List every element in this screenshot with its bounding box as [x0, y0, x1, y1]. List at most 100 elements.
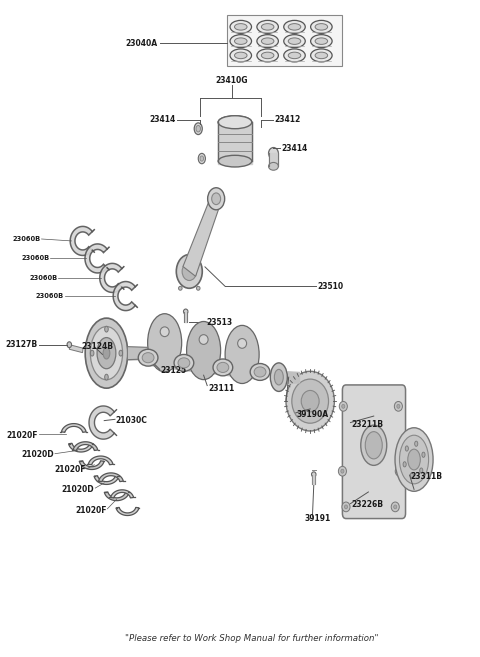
Bar	[69, 345, 83, 353]
Ellipse shape	[395, 428, 433, 491]
Ellipse shape	[270, 363, 288, 392]
Text: 23414: 23414	[281, 144, 307, 152]
Ellipse shape	[179, 286, 182, 290]
Ellipse shape	[268, 162, 278, 170]
Polygon shape	[105, 492, 129, 501]
Polygon shape	[73, 442, 98, 451]
Ellipse shape	[420, 468, 423, 473]
Ellipse shape	[119, 350, 122, 356]
Text: 21020F: 21020F	[6, 431, 38, 440]
Ellipse shape	[342, 502, 350, 512]
Text: 21020D: 21020D	[62, 485, 95, 494]
Text: 23060B: 23060B	[29, 275, 57, 281]
Ellipse shape	[105, 374, 108, 380]
Ellipse shape	[208, 188, 225, 210]
Text: 23510: 23510	[317, 282, 343, 291]
Ellipse shape	[284, 49, 305, 62]
Text: 23211B: 23211B	[351, 420, 384, 429]
Polygon shape	[116, 507, 139, 516]
Ellipse shape	[361, 425, 387, 465]
Ellipse shape	[301, 390, 319, 412]
Ellipse shape	[103, 348, 110, 359]
Ellipse shape	[218, 155, 252, 167]
Polygon shape	[111, 490, 133, 498]
Text: 23111: 23111	[208, 384, 234, 393]
Polygon shape	[113, 282, 135, 311]
Ellipse shape	[142, 353, 154, 363]
Ellipse shape	[408, 449, 420, 470]
Ellipse shape	[262, 52, 274, 58]
Ellipse shape	[391, 502, 399, 512]
Text: 21020F: 21020F	[55, 465, 86, 474]
Ellipse shape	[212, 193, 221, 204]
Ellipse shape	[284, 35, 305, 47]
Text: 21020F: 21020F	[75, 506, 107, 514]
Ellipse shape	[160, 327, 169, 336]
Ellipse shape	[292, 379, 328, 423]
Ellipse shape	[415, 441, 418, 446]
Ellipse shape	[198, 153, 205, 164]
Ellipse shape	[97, 338, 116, 369]
Ellipse shape	[342, 405, 345, 408]
Text: 23311B: 23311B	[410, 472, 443, 481]
Ellipse shape	[187, 321, 221, 380]
Ellipse shape	[254, 367, 266, 377]
Ellipse shape	[196, 125, 201, 132]
Ellipse shape	[218, 116, 252, 129]
Ellipse shape	[218, 116, 252, 129]
Polygon shape	[88, 456, 113, 464]
Ellipse shape	[288, 52, 301, 58]
Ellipse shape	[311, 20, 332, 34]
Ellipse shape	[235, 52, 247, 58]
Ellipse shape	[257, 35, 278, 47]
Ellipse shape	[315, 24, 328, 30]
Text: 39190A: 39190A	[297, 409, 329, 419]
Ellipse shape	[394, 505, 397, 509]
Ellipse shape	[257, 49, 278, 62]
Text: 23124B: 23124B	[81, 342, 113, 351]
Ellipse shape	[230, 20, 252, 34]
Ellipse shape	[176, 254, 202, 288]
Ellipse shape	[405, 446, 408, 451]
Ellipse shape	[341, 469, 344, 473]
Ellipse shape	[262, 24, 274, 30]
Ellipse shape	[196, 286, 200, 290]
Text: "Please refer to Work Shop Manual for further information": "Please refer to Work Shop Manual for fu…	[125, 634, 379, 643]
Ellipse shape	[225, 325, 259, 384]
Ellipse shape	[315, 52, 328, 58]
Text: 23060B: 23060B	[22, 256, 49, 261]
Ellipse shape	[235, 24, 247, 30]
Ellipse shape	[338, 466, 347, 476]
Ellipse shape	[284, 20, 305, 34]
Ellipse shape	[138, 350, 158, 366]
Text: 23226B: 23226B	[351, 501, 384, 509]
Ellipse shape	[410, 473, 413, 478]
Text: 23513: 23513	[206, 317, 232, 327]
Ellipse shape	[395, 466, 403, 476]
Ellipse shape	[286, 371, 335, 431]
Ellipse shape	[399, 435, 429, 484]
FancyBboxPatch shape	[342, 385, 406, 518]
Polygon shape	[98, 473, 123, 482]
Text: 23410G: 23410G	[216, 76, 248, 85]
Ellipse shape	[275, 369, 283, 385]
Ellipse shape	[339, 401, 348, 411]
Ellipse shape	[200, 156, 204, 161]
Ellipse shape	[398, 469, 401, 473]
Ellipse shape	[90, 327, 122, 380]
Ellipse shape	[183, 309, 188, 314]
Ellipse shape	[217, 363, 229, 373]
Ellipse shape	[268, 148, 278, 159]
Ellipse shape	[395, 401, 402, 411]
Polygon shape	[79, 461, 104, 470]
Polygon shape	[100, 263, 122, 292]
Polygon shape	[85, 244, 107, 273]
Ellipse shape	[238, 338, 247, 348]
Ellipse shape	[230, 35, 252, 47]
Ellipse shape	[257, 20, 278, 34]
Ellipse shape	[311, 49, 332, 62]
Polygon shape	[70, 227, 92, 256]
Polygon shape	[183, 195, 221, 277]
Bar	[228, 15, 341, 66]
Text: 21030C: 21030C	[116, 416, 148, 425]
